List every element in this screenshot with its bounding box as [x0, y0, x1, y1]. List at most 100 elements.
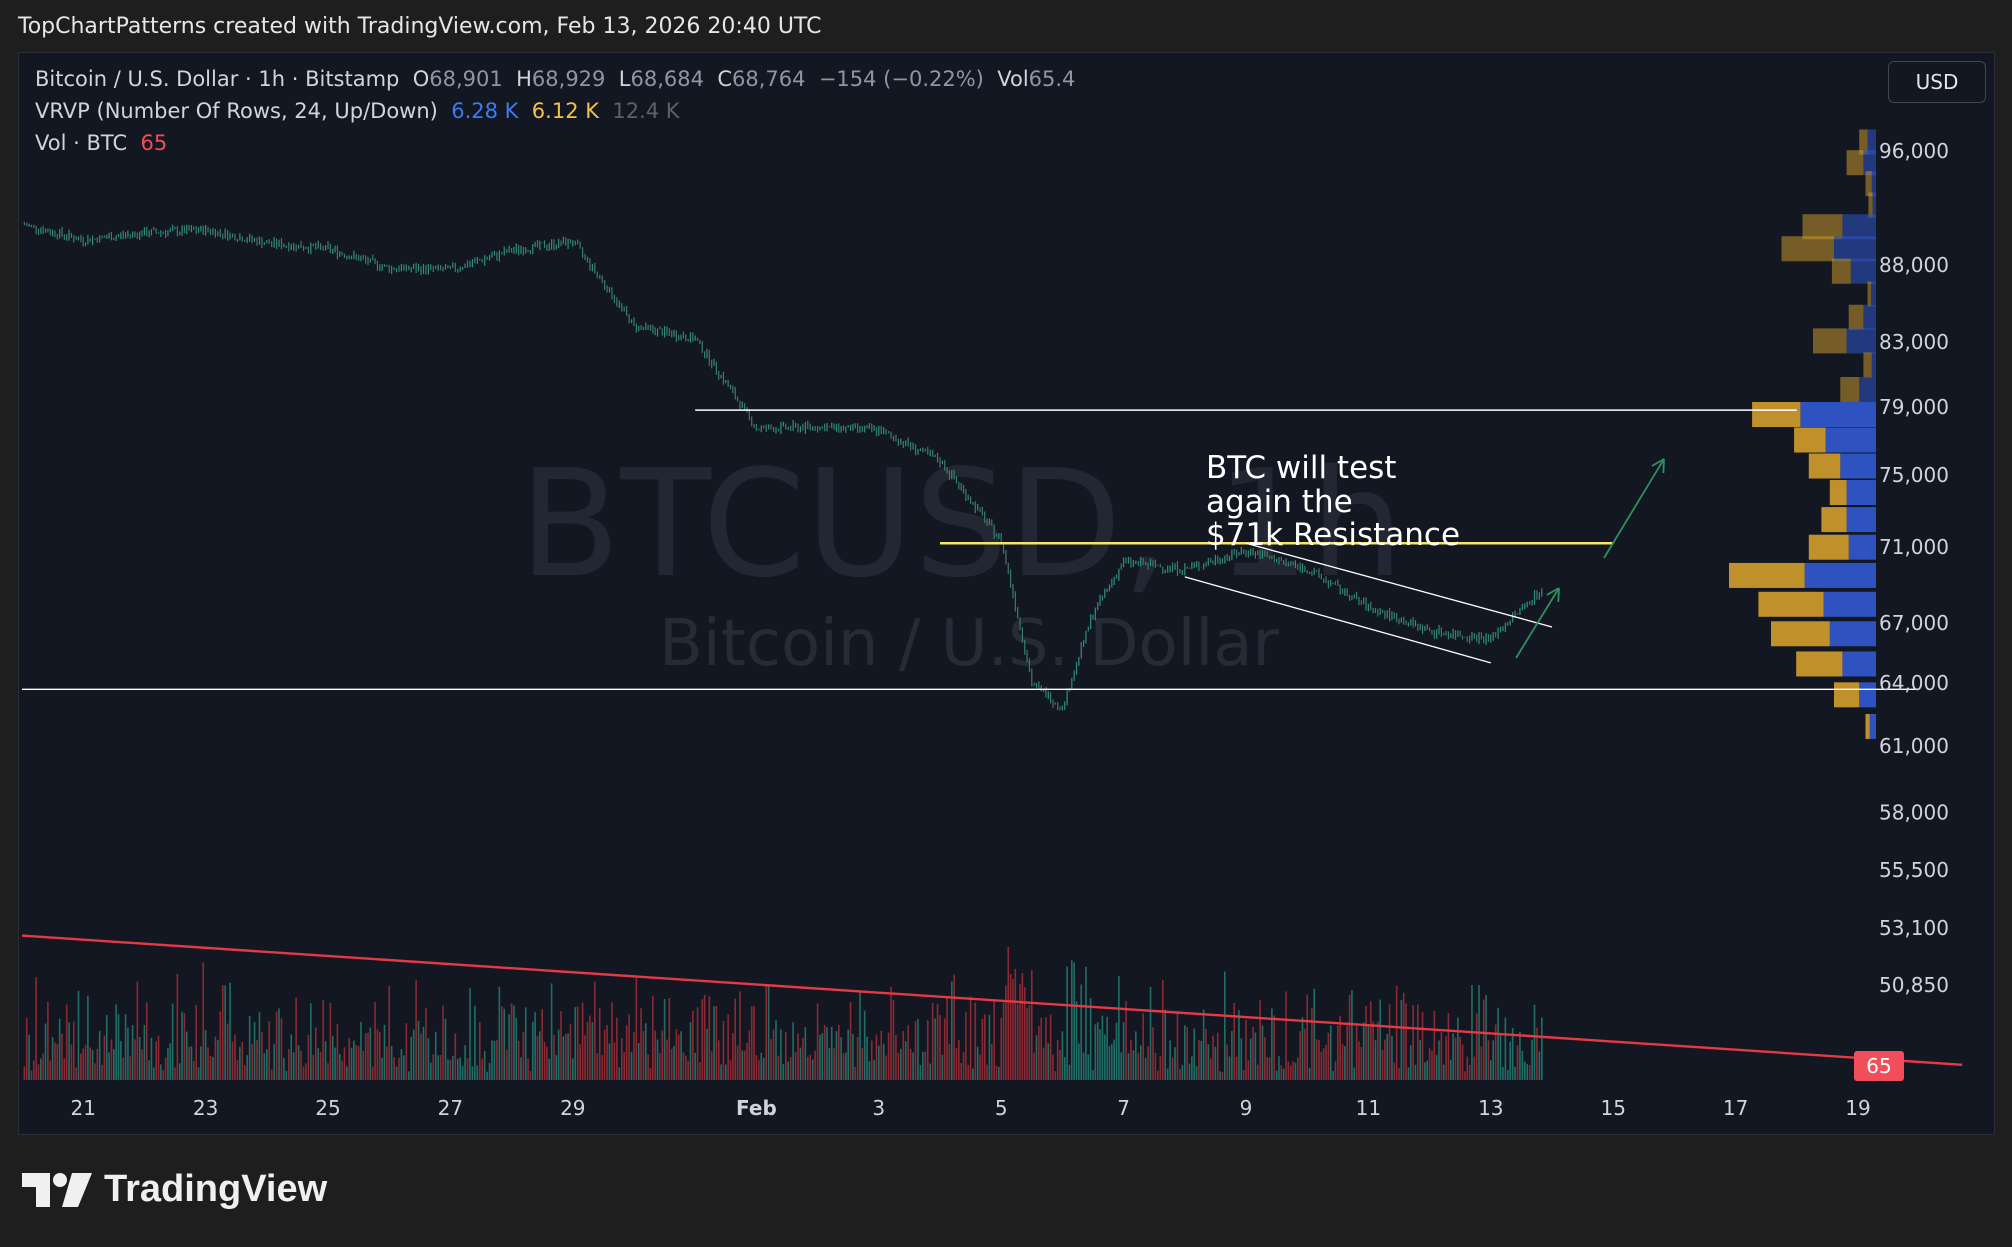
- x-tick-label: 7: [1117, 1096, 1130, 1120]
- y-tick-label: 53,100: [1879, 916, 1949, 940]
- tradingview-logo-icon: [22, 1172, 92, 1207]
- volume-profile-down: [1865, 171, 1872, 197]
- volume-profile-down: [1758, 591, 1824, 617]
- price-chart[interactable]: BTCUSD, 1h Bitcoin / U.S. Dollar 96,000 8…: [19, 53, 1994, 1134]
- symbol-legend: Bitcoin / U.S. Dollar · 1h · Bitstamp O6…: [35, 67, 1075, 91]
- volume-profile-down: [1846, 150, 1864, 176]
- annotation-line-2: again the: [1206, 484, 1353, 520]
- watermark-ticker: BTCUSD, 1h: [519, 438, 1404, 610]
- volume-profile-up: [1872, 192, 1876, 218]
- vrvp-down-value: 6.12 K: [531, 99, 600, 123]
- volume-profile-up: [1850, 258, 1876, 284]
- vrvp-up-value: 6.28 K: [451, 99, 519, 123]
- volume-profile-up: [1804, 562, 1876, 588]
- volume-profile-up: [1870, 281, 1876, 307]
- volume-profile-up: [1863, 150, 1876, 176]
- y-tick-label: 79,000: [1879, 395, 1949, 419]
- x-tick-label: 5: [995, 1096, 1008, 1120]
- volume-profile-down: [1848, 304, 1864, 330]
- currency-button[interactable]: USD: [1888, 61, 1986, 103]
- tradingview-logo[interactable]: TradingView: [22, 1168, 327, 1211]
- y-tick-label: 64,000: [1879, 671, 1949, 695]
- volume-profile-down: [1808, 453, 1841, 479]
- chart-panel[interactable]: BTCUSD, 1h Bitcoin / U.S. Dollar 96,000 8…: [18, 52, 1995, 1135]
- volume-profile-up: [1842, 651, 1876, 677]
- y-tick-label: 75,000: [1879, 463, 1949, 487]
- x-tick-label: 21: [70, 1096, 95, 1120]
- volume-profile-down: [1863, 352, 1872, 378]
- symbol-name[interactable]: Bitcoin / U.S. Dollar · 1h · Bitstamp: [35, 67, 400, 91]
- annotation-line-3: $71k Resistance: [1206, 517, 1460, 553]
- low-value: 68,684: [630, 67, 704, 91]
- projection-arrowhead: [1557, 587, 1560, 603]
- volume-profile-down: [1794, 427, 1826, 453]
- vol-label: Vol: [997, 67, 1029, 91]
- x-tick-label: 29: [560, 1096, 585, 1120]
- volume-profile-down: [1771, 621, 1830, 647]
- x-tick-label: 3: [872, 1096, 885, 1120]
- close-value: 68,764: [731, 67, 806, 91]
- volume-profile-down: [1865, 713, 1870, 739]
- volume-profile-down: [1840, 377, 1860, 403]
- open-value: 68,901: [429, 67, 503, 91]
- x-tick-label: 11: [1356, 1096, 1381, 1120]
- volume-profile-down: [1752, 402, 1801, 428]
- x-tick-label: 15: [1600, 1096, 1625, 1120]
- volume-last-label: 65: [1866, 1054, 1891, 1078]
- volume-profile-down: [1859, 129, 1868, 155]
- drawings: [21, 409, 1963, 1066]
- volume-profile-up: [1846, 328, 1876, 354]
- volume-indicator-value: 65: [140, 131, 168, 155]
- volume-profile-up: [1848, 534, 1876, 560]
- x-tick-label: 9: [1240, 1096, 1253, 1120]
- volume-profile-down: [1729, 562, 1805, 588]
- volume-profile-down: [1829, 480, 1847, 506]
- volume-profile: [1729, 129, 1876, 739]
- x-tick-label: 19: [1845, 1096, 1870, 1120]
- volume-profile-up: [1800, 402, 1876, 428]
- projection-arrow: [1603, 458, 1665, 559]
- volume-profile-down: [1808, 534, 1849, 560]
- y-tick-label: 58,000: [1879, 800, 1949, 824]
- x-tick-label: 17: [1723, 1096, 1748, 1120]
- volume-profile-up: [1823, 591, 1876, 617]
- volume-indicator-legend[interactable]: Vol · BTC 65: [35, 131, 167, 155]
- y-tick-label: 61,000: [1879, 734, 1949, 758]
- volume-profile-up: [1846, 480, 1876, 506]
- volume-profile-down: [1813, 328, 1847, 354]
- low-label: L: [618, 67, 631, 91]
- high-label: H: [516, 67, 532, 91]
- vrvp-legend[interactable]: VRVP (Number Of Rows, 24, Up/Down) 6.28 …: [35, 99, 680, 123]
- projection-arrowhead: [1662, 458, 1665, 474]
- open-label: O: [412, 67, 430, 91]
- volume-profile-down: [1867, 281, 1871, 307]
- change-value: −154 (−0.22%): [818, 67, 984, 91]
- volume-indicator-label: Vol · BTC: [35, 131, 128, 155]
- volume-profile-down: [1796, 651, 1843, 677]
- volume-profile-up: [1871, 171, 1876, 197]
- volume-profile-up: [1869, 713, 1876, 739]
- annotation-line-1: BTC will test: [1206, 450, 1396, 486]
- channel-upper: [1245, 542, 1553, 628]
- volume-profile-down: [1831, 258, 1851, 284]
- volume-profile-down: [1781, 236, 1834, 262]
- y-tick-label: 55,500: [1879, 858, 1949, 882]
- volume-profile-up: [1829, 621, 1876, 647]
- brand-name: TradingView: [104, 1168, 328, 1210]
- volume-profile-up: [1846, 507, 1876, 533]
- y-tick-label: 88,000: [1879, 253, 1949, 277]
- volume-profile-down: [1834, 682, 1860, 708]
- close-label: C: [717, 67, 732, 91]
- volume-last-badge: [1854, 1051, 1904, 1081]
- volume-profile-up: [1863, 304, 1876, 330]
- volume-profile-down: [1868, 192, 1873, 218]
- y-tick-label: 67,000: [1879, 611, 1949, 635]
- x-tick-label: 23: [193, 1096, 218, 1120]
- volume-profile-up: [1867, 129, 1876, 155]
- vrvp-total-value: 12.4 K: [612, 99, 680, 123]
- vrvp-label: VRVP (Number Of Rows, 24, Up/Down): [35, 99, 438, 123]
- vol-value: 65.4: [1028, 67, 1076, 91]
- x-tick-label: 25: [315, 1096, 340, 1120]
- chart-caption: TopChartPatterns created with TradingVie…: [18, 14, 822, 39]
- channel-lower: [1184, 576, 1491, 664]
